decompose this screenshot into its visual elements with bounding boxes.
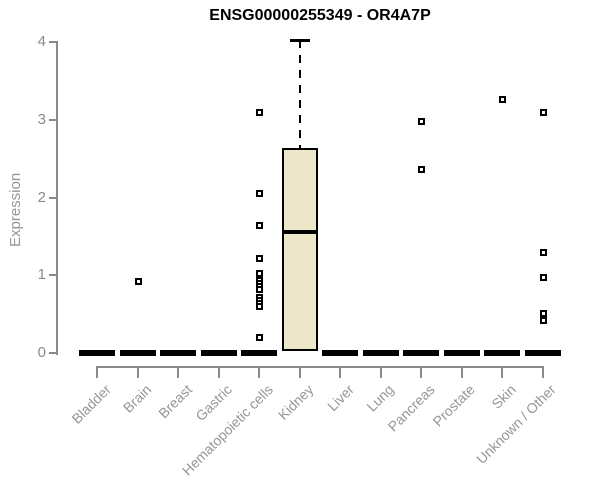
y-axis-tick-label: 3 [37,110,46,128]
collapsed-box-brain [119,350,156,356]
x-axis-tick [541,366,544,378]
x-axis-tick [136,366,139,378]
x-axis-label-prostate: Prostate [429,381,479,430]
collapsed-box-liver [322,350,358,356]
outlier-point-hematopoietic-cells [256,333,263,341]
box-kidney [281,147,318,352]
collapsed-box-pancreas [403,350,439,356]
x-axis-label-breast: Breast [154,381,195,422]
y-axis-tick-label: 4 [37,33,46,50]
median-line-kidney [281,229,318,234]
collapsed-box-bladder [79,350,115,356]
x-axis-tick [379,366,382,378]
x-axis-line [96,366,544,368]
y-axis-line [56,41,58,355]
collapsed-box-gastric [200,350,237,356]
x-axis-tick [96,366,98,378]
outlier-point-unknown-other [539,108,547,116]
x-axis-label-bladder: Bladder [68,381,114,427]
collapsed-box-skin [484,350,520,356]
outlier-point-unknown-other [539,317,547,325]
x-axis-tick [420,366,422,378]
outlier-point-hematopoietic-cells [256,286,263,294]
x-axis-label-kidney: Kidney [274,381,317,423]
y-axis-tick [49,196,56,199]
x-axis-label-skin: Skin [488,381,519,412]
y-axis-tick [49,118,56,121]
y-axis-tick [49,352,56,354]
x-axis-label-liver: Liver [323,381,357,415]
collapsed-box-breast [160,350,196,356]
x-axis-label-lung: Lung [363,381,398,415]
outlier-point-hematopoietic-cells [256,189,263,197]
x-axis-tick [258,366,260,378]
x-axis-tick [501,366,503,378]
outlier-point-hematopoietic-cells [256,269,263,277]
outlier-point-skin [499,95,506,103]
whisker-cap-kidney [289,39,310,43]
collapsed-box-hematopoietic-cells [241,350,277,356]
outlier-point-unknown-other [539,310,547,318]
y-axis-tick-label: 0 [37,344,46,361]
outlier-point-hematopoietic-cells [256,108,263,116]
chart-title: ENSG00000255349 - OR4A7P [209,7,431,24]
outlier-point-hematopoietic-cells [256,222,263,230]
outlier-point-pancreas [418,165,425,173]
y-axis-tick [49,41,56,43]
outlier-point-unknown-other [539,273,547,281]
x-axis-label-brain: Brain [119,381,155,416]
outlier-point-hematopoietic-cells [256,255,263,263]
x-axis-tick [177,366,179,378]
y-axis-tick-label: 2 [37,188,46,206]
x-axis-tick [298,366,301,378]
y-axis-tick [49,274,56,277]
y-axis-title: Expression [7,172,24,247]
collapsed-box-unknown-other [524,350,561,356]
outlier-point-unknown-other [539,248,547,256]
x-axis-tick [460,366,463,378]
collapsed-box-lung [362,350,399,356]
outlier-point-hematopoietic-cells [256,303,263,311]
outlier-point-brain [134,277,142,285]
upper-whisker-kidney [298,40,301,148]
x-axis-tick [339,366,341,378]
outlier-point-pancreas [418,118,425,126]
x-axis-tick [217,366,220,378]
collapsed-box-prostate [443,350,480,356]
y-axis-tick-label: 1 [37,266,46,284]
